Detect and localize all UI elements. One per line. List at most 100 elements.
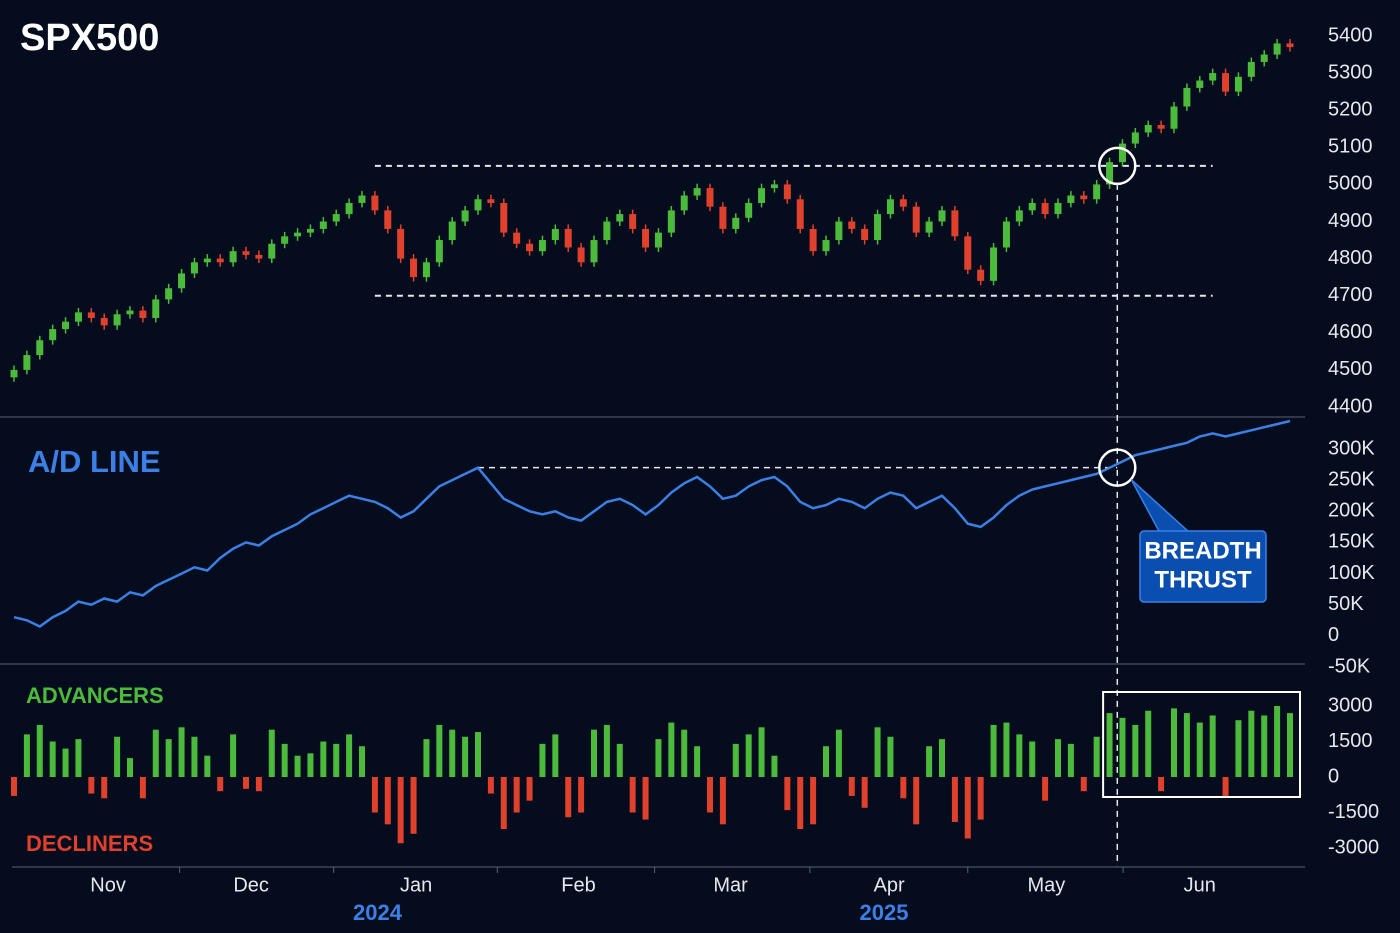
y-tick-label: -3000	[1328, 836, 1379, 858]
candle-body	[654, 232, 662, 248]
candle-body	[951, 210, 959, 237]
callout-text: THRUST	[1154, 566, 1252, 593]
breadth-bar	[333, 743, 340, 777]
breadth-bar	[835, 729, 842, 777]
breadth-bar	[462, 736, 469, 777]
candle-body	[281, 236, 289, 244]
breadth-bar	[1209, 715, 1216, 777]
candle-body	[977, 269, 985, 281]
candle-body	[126, 310, 134, 315]
candle-body	[667, 210, 675, 233]
candle-body	[886, 199, 894, 215]
candle-body	[577, 247, 585, 263]
candle-body	[1234, 76, 1242, 92]
candle-body	[1183, 87, 1191, 107]
candle-body	[178, 273, 186, 289]
breadth-bar	[1042, 777, 1049, 801]
candle-body	[719, 206, 727, 229]
candle-body	[564, 228, 572, 248]
breadth-bar	[49, 741, 56, 777]
candle-body	[629, 214, 637, 229]
candle-body	[384, 210, 392, 229]
breadth-bar	[371, 777, 378, 813]
callout-text: BREADTH	[1144, 537, 1261, 564]
candle-body	[113, 314, 121, 326]
candle-body	[332, 214, 340, 222]
breadth-bar	[410, 777, 417, 834]
breadth-bar	[307, 753, 314, 777]
candle-body	[410, 258, 418, 278]
candle-body	[732, 217, 740, 229]
y-tick-label: 3000	[1328, 694, 1373, 716]
candle-body	[139, 310, 147, 318]
panel-subtitle: DECLINERS	[26, 831, 153, 856]
y-tick-label: 100K	[1328, 562, 1375, 584]
panel-title: A/D LINE	[28, 444, 161, 479]
y-tick-label: -50K	[1328, 655, 1371, 677]
candle-body	[526, 243, 534, 252]
breadth-bar	[926, 746, 933, 777]
breadth-bar	[1029, 741, 1036, 777]
breadth-bar	[668, 722, 675, 777]
candle-body	[371, 195, 379, 211]
breadth-bar	[565, 777, 572, 818]
candle-body	[1170, 106, 1178, 129]
candle-body	[435, 240, 443, 263]
y-tick-label: 200K	[1328, 500, 1375, 522]
breadth-bar	[139, 777, 146, 799]
candle-body	[190, 262, 198, 274]
breadth-bar	[449, 729, 456, 777]
breadth-bar	[1235, 720, 1242, 777]
candle-body	[590, 240, 598, 263]
breadth-bar	[629, 777, 636, 813]
breadth-bar	[694, 746, 701, 777]
y-tick-label: 5200	[1328, 98, 1373, 120]
candle-body	[990, 247, 998, 281]
candle-body	[513, 232, 521, 244]
highlight-box	[1102, 691, 1301, 798]
breadth-bar	[1132, 724, 1139, 777]
candle-body	[461, 210, 469, 222]
candle-body	[1131, 132, 1139, 144]
x-tick-label: Jan	[400, 874, 432, 896]
x-tick-label: Mar	[713, 874, 748, 896]
breadth-bar	[539, 743, 546, 777]
breadth-bar	[88, 777, 95, 794]
breadth-bar	[681, 729, 688, 777]
y-tick-label: 50K	[1328, 593, 1364, 615]
candle-body	[268, 243, 276, 259]
candle-body	[899, 199, 907, 207]
breadth-bar	[268, 729, 275, 777]
y-tick-label: 1500	[1328, 730, 1373, 752]
breadth-bar	[1183, 713, 1190, 777]
candle-body	[809, 228, 817, 252]
breadth-bar	[758, 727, 765, 777]
candle-body	[345, 202, 353, 215]
breadth-bar	[1093, 736, 1100, 777]
breadth-bar	[513, 777, 520, 813]
candle-body	[706, 188, 714, 207]
breadth-bar	[977, 777, 984, 820]
breadth-bar	[616, 743, 623, 777]
breadth-bar	[346, 734, 353, 777]
candle-body	[1041, 202, 1049, 215]
candle-body	[912, 206, 920, 233]
candle-body	[1286, 43, 1294, 48]
candle-body	[448, 221, 456, 241]
candle-body	[680, 195, 688, 211]
y-tick-label: 4700	[1328, 284, 1373, 306]
candle-body	[1222, 73, 1230, 92]
candle-body	[306, 228, 314, 233]
breadth-bar	[797, 777, 804, 830]
candle-body	[1054, 202, 1062, 215]
candle-body	[474, 199, 482, 211]
y-tick-label: -1500	[1328, 801, 1379, 823]
breadth-bar	[591, 729, 597, 777]
breadth-bar	[745, 734, 752, 777]
y-tick-label: 5000	[1328, 173, 1373, 195]
breadth-bar	[230, 734, 237, 777]
candle-body	[1144, 125, 1152, 133]
breadth-bar	[861, 777, 868, 808]
candle-body	[216, 258, 224, 263]
